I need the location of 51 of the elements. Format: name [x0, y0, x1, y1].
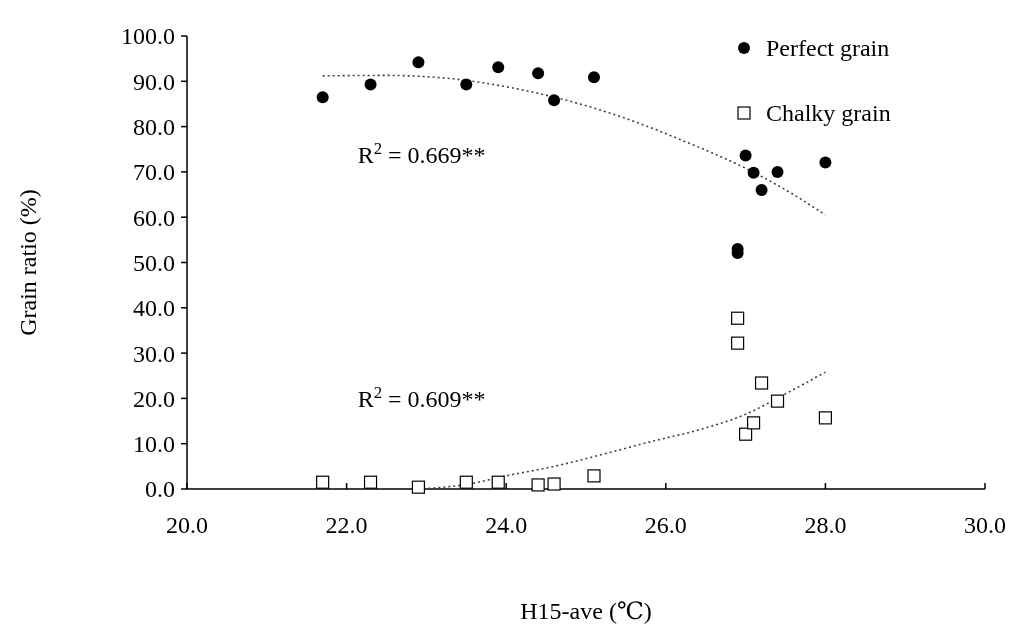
- x-tick-label: 24.0: [485, 512, 528, 538]
- point: [459, 475, 473, 489]
- y-tick-label: 80.0: [133, 114, 175, 140]
- point: [818, 411, 832, 425]
- point: [411, 480, 426, 494]
- y-tick-label: 60.0: [133, 204, 175, 231]
- annotation: R$^{2}$ = 0.669**: [357, 138, 486, 168]
- point: [771, 165, 784, 178]
- point: [587, 71, 600, 84]
- point: [739, 149, 752, 162]
- point: [755, 184, 768, 197]
- point: [532, 67, 545, 80]
- legend-label: Perfect grain: [766, 35, 890, 62]
- point: [548, 94, 561, 107]
- y-tick-label: 100.0: [121, 23, 175, 50]
- y-tick-label: 30.0: [133, 340, 175, 367]
- point: [547, 477, 561, 491]
- y-tick-label: 40.0: [133, 295, 175, 322]
- point: [731, 311, 745, 325]
- point: [460, 78, 473, 91]
- point: [754, 376, 769, 390]
- y-axis-title: Grain ratio (%): [15, 189, 41, 336]
- point: [363, 475, 378, 489]
- point: [731, 336, 745, 350]
- y-tick-label: 0.0: [145, 476, 175, 503]
- point: [364, 78, 377, 91]
- point: [492, 61, 505, 74]
- point: [746, 416, 761, 430]
- point: [316, 91, 329, 104]
- point: [739, 427, 753, 441]
- x-axis-title: H15-ave (℃): [520, 598, 652, 624]
- x-tick-label: 20.0: [166, 512, 208, 538]
- point: [587, 469, 601, 483]
- annotation: R$^{2}$ = 0.609**: [357, 382, 486, 413]
- y-tick-label: 10.0: [133, 431, 175, 458]
- point: [491, 475, 505, 489]
- y-tick-label: 90.0: [133, 68, 175, 95]
- x-tick-label: 30.0: [964, 512, 1006, 538]
- legend-label: Chalky grain: [766, 100, 891, 127]
- y-tick-label: 50.0: [133, 249, 175, 276]
- point: [316, 475, 330, 489]
- x-tick-label: 22.0: [325, 512, 368, 538]
- x-tick-label: 28.0: [804, 512, 847, 538]
- point: [412, 56, 425, 69]
- x-tick-label: 26.0: [644, 512, 687, 538]
- point: [747, 166, 760, 179]
- point: [770, 394, 785, 408]
- point: [531, 478, 545, 492]
- point: [819, 156, 832, 169]
- y-tick-label: 20.0: [133, 385, 175, 412]
- y-tick-label: 70.0: [133, 159, 175, 186]
